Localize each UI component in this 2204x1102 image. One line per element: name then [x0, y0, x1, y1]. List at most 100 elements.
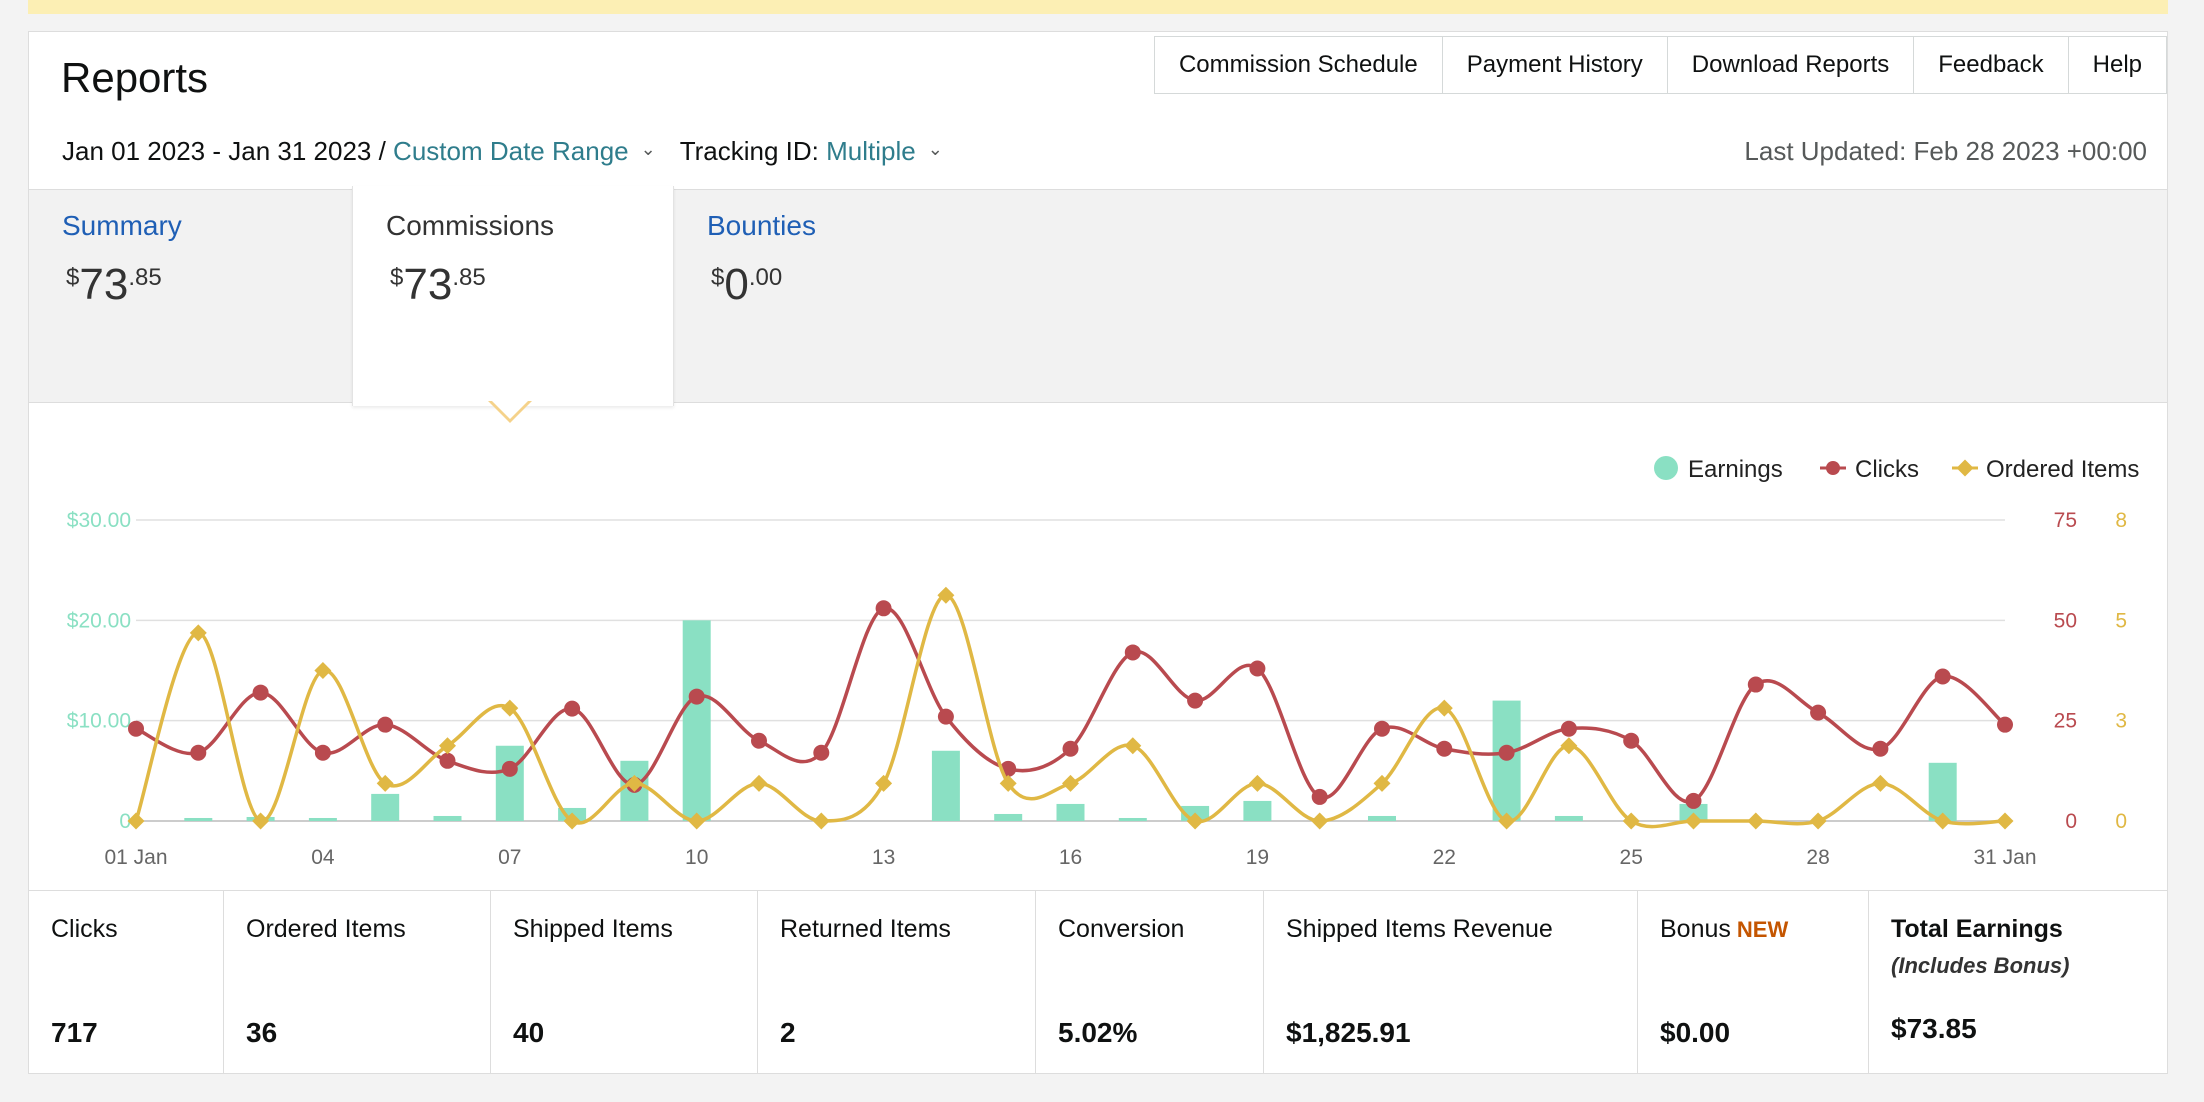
clicks-point: [1747, 676, 1764, 693]
notification-banner: [28, 0, 2168, 14]
new-badge: NEW: [1736, 917, 1789, 942]
summary-tabs: Summary $73.85 Commissions $73.85 Bounti…: [29, 186, 2167, 406]
clicks-point: [1374, 720, 1390, 737]
ordered-items-point: [875, 774, 893, 792]
chevron-down-icon[interactable]: ⌄: [640, 139, 656, 159]
tab-bounties[interactable]: Bounties $0.00: [674, 190, 994, 402]
clicks-point: [314, 744, 331, 761]
stat-value: 2: [780, 1017, 796, 1048]
ordered-items-point: [937, 586, 955, 604]
earnings-bar: [433, 815, 462, 821]
ordered-items-point: [1560, 737, 1578, 755]
stat-clicks: Clicks 717: [29, 891, 224, 1074]
y-tick-label: $30.00: [67, 509, 131, 532]
x-tick-label: 13: [872, 846, 895, 869]
commission-schedule-button[interactable]: Commission Schedule: [1154, 37, 1443, 93]
ordered-items-line: [134, 593, 2006, 829]
clicks-point: [1872, 740, 1889, 757]
clicks-point: [1311, 788, 1328, 805]
top-nav: Commission Schedule Payment History Down…: [1153, 36, 2167, 94]
tracking-id-label: Tracking ID:: [679, 136, 819, 166]
tracking-id-dropdown[interactable]: Multiple: [826, 136, 916, 166]
tab-bounties-amount: $0.00: [711, 260, 783, 309]
ordered-items-point: [688, 812, 706, 830]
tab-commissions-amount: $73.85: [390, 260, 486, 309]
tab-bounties-label: Bounties: [707, 210, 816, 241]
stat-value: $0.00: [1660, 1017, 1731, 1048]
feedback-button[interactable]: Feedback: [1914, 37, 2069, 93]
clicks-point: [252, 684, 269, 701]
ordered-items-point: [1871, 774, 1889, 792]
earnings-bar: [1679, 803, 1708, 821]
x-tick-label: 01 Jan: [104, 846, 167, 869]
clicks-point: [1810, 704, 1827, 721]
filters-row: Jan 01 2023 - Jan 31 2023 / Custom Date …: [62, 136, 967, 167]
tab-commissions[interactable]: Commissions $73.85: [352, 186, 674, 406]
x-tick-label: 19: [1246, 846, 1269, 869]
legend-earnings-label: Earnings: [1688, 456, 1783, 483]
x-tick-label: 07: [498, 846, 521, 869]
legend-clicks-marker: [1826, 461, 1840, 475]
ordered-items-point: [625, 774, 643, 792]
stat-label: Conversion: [1058, 915, 1185, 943]
stat-bonus: Bonus NEW $0.00: [1638, 891, 1869, 1074]
y3-tick-label: 8: [2115, 509, 2127, 532]
stat-ordered-items: Ordered Items 36: [224, 891, 491, 1074]
clicks-point: [1623, 732, 1640, 749]
help-button[interactable]: Help: [2068, 37, 2167, 93]
clicks-point: [1124, 644, 1141, 661]
ordered-items-point: [1809, 812, 1827, 830]
ordered-items-point: [376, 774, 394, 792]
ordered-items-point: [1622, 812, 1640, 830]
stat-value: 36: [246, 1017, 278, 1048]
x-tick-label: 31 Jan: [1973, 846, 2036, 869]
y2-tick-label: 75: [2054, 509, 2077, 532]
earnings-bar: [1243, 800, 1272, 821]
chevron-down-icon[interactable]: ⌄: [927, 139, 943, 159]
stats-bar: Clicks 717 Ordered Items 36 Shipped Item…: [29, 890, 2167, 1074]
download-reports-button[interactable]: Download Reports: [1667, 37, 1915, 93]
stat-label: Returned Items: [780, 915, 951, 943]
earnings-bar: [682, 620, 711, 821]
clicks-point: [937, 708, 954, 725]
x-tick-label: 04: [311, 846, 335, 869]
ordered-items-point: [1311, 812, 1329, 830]
earnings-bar: [1554, 815, 1583, 821]
ordered-items-point: [189, 624, 207, 642]
legend-earnings-marker: [1654, 456, 1678, 480]
earnings-bar: [1118, 817, 1147, 821]
y3-tick-label: 0: [2115, 810, 2127, 833]
stat-label: Ordered Items: [246, 915, 406, 943]
clicks-point: [1436, 740, 1453, 757]
tab-commissions-label: Commissions: [386, 210, 555, 241]
y-tick-label: $20.00: [67, 609, 131, 632]
earnings-bar: [1056, 803, 1085, 821]
y2-tick-label: 25: [2054, 710, 2077, 733]
earnings-bar: [495, 745, 524, 821]
clicks-point: [1187, 692, 1204, 709]
stat-label: Bonus NEW: [1660, 915, 1789, 943]
ordered-items-point: [1435, 699, 1453, 717]
earnings-bar: [371, 793, 400, 821]
ordered-items-point: [1996, 812, 2014, 830]
y-tick-label: $10.00: [67, 710, 131, 733]
tab-summary-label: Summary: [62, 210, 182, 241]
tab-summary[interactable]: Summary $73.85: [29, 190, 349, 402]
active-tab-pointer: [488, 399, 532, 423]
x-tick-label: 16: [1059, 846, 1082, 869]
last-updated: Last Updated: Feb 28 2023 +00:00: [1744, 136, 2147, 166]
reports-card: Reports Commission Schedule Payment Hist…: [28, 31, 2168, 1074]
clicks-point: [190, 744, 207, 761]
x-tick-label: 10: [685, 846, 708, 869]
stat-value: $1,825.91: [1286, 1017, 1411, 1048]
earnings-bar: [308, 817, 337, 821]
ordered-items-point: [1373, 774, 1391, 792]
ordered-items-point: [812, 812, 830, 830]
payment-history-button[interactable]: Payment History: [1442, 37, 1668, 93]
clicks-point: [1249, 660, 1266, 677]
clicks-point: [875, 600, 892, 617]
custom-date-range-link[interactable]: Custom Date Range: [393, 136, 629, 166]
clicks-point: [688, 688, 705, 705]
clicks-point: [1934, 668, 1951, 685]
page-title: Reports: [61, 54, 209, 101]
